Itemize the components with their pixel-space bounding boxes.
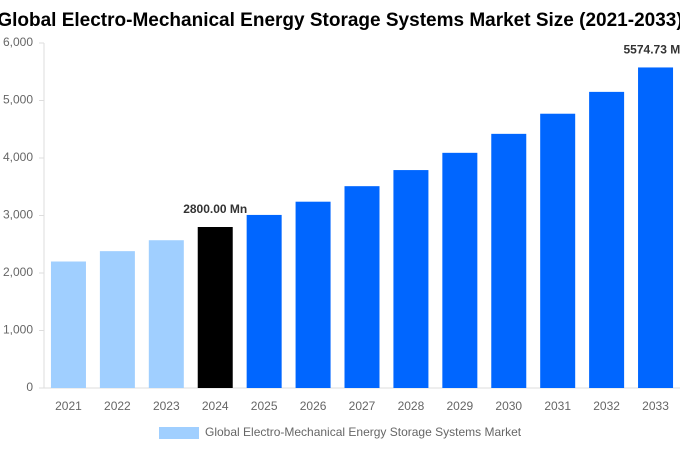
y-tick-label: 0 — [26, 380, 33, 394]
x-tick-label: 2024 — [202, 399, 229, 413]
legend-label: Global Electro-Mechanical Energy Storage… — [205, 425, 522, 439]
legend-swatch — [159, 427, 199, 439]
bar — [148, 240, 184, 388]
y-tick-label: 5,000 — [3, 93, 33, 107]
x-tick-label: 2033 — [642, 399, 669, 413]
x-tick-label: 2021 — [55, 399, 82, 413]
bar — [442, 152, 478, 388]
bar — [295, 201, 331, 388]
data-label: 5574.73 Mn — [624, 43, 680, 57]
bar — [50, 261, 86, 388]
y-tick-label: 6,000 — [3, 35, 33, 49]
x-tick-label: 2026 — [300, 399, 327, 413]
bar — [638, 67, 674, 388]
bar — [246, 214, 282, 388]
chart-title: Global Electro-Mechanical Energy Storage… — [0, 10, 680, 31]
bar — [491, 133, 527, 388]
x-tick-label: 2032 — [593, 399, 620, 413]
y-tick-label: 2,000 — [3, 265, 33, 279]
x-tick-label: 2028 — [398, 399, 425, 413]
data-label: 2800.00 Mn — [183, 202, 247, 216]
bar — [197, 227, 233, 388]
x-tick-label: 2023 — [153, 399, 180, 413]
x-tick-label: 2022 — [104, 399, 131, 413]
x-tick-label: 2031 — [544, 399, 571, 413]
y-tick-label: 3,000 — [3, 208, 33, 222]
bar — [344, 186, 380, 388]
y-tick-label: 1,000 — [3, 323, 33, 337]
bar — [589, 91, 625, 388]
bar — [99, 251, 135, 388]
x-tick-label: 2029 — [446, 399, 473, 413]
y-tick-label: 4,000 — [3, 150, 33, 164]
x-tick-label: 2025 — [251, 399, 278, 413]
x-tick-label: 2027 — [349, 399, 376, 413]
bar — [540, 113, 576, 388]
x-tick-label: 2030 — [495, 399, 522, 413]
bar — [393, 170, 429, 388]
